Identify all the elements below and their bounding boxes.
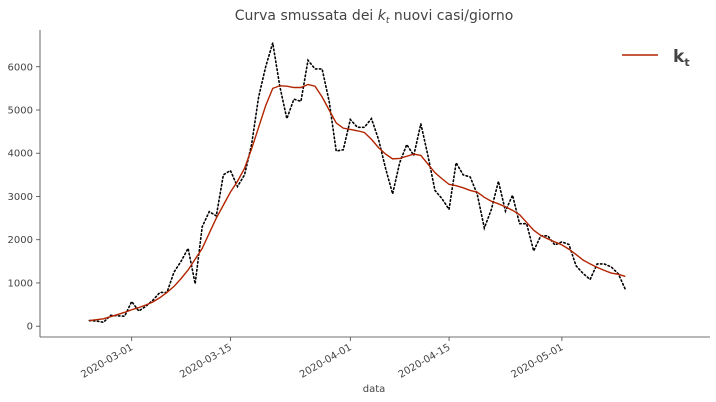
y-tick-label: 1000 xyxy=(8,278,33,289)
x-axis-label: data xyxy=(363,384,386,395)
series-line-kt xyxy=(89,83,626,322)
y-tick-label: 3000 xyxy=(8,192,33,203)
legend-label-main: k xyxy=(673,47,685,67)
chart-title-rest: nuovi casi/giorno xyxy=(389,8,513,24)
y-tick-label: 6000 xyxy=(8,62,33,73)
x-tick-label: 2020-04-15 xyxy=(397,342,453,381)
y-ticks: 0 1000 2000 3000 4000 5000 6000 xyxy=(8,62,40,333)
y-tick-label: 2000 xyxy=(8,235,33,246)
x-tick-label: 2020-03-01 xyxy=(79,342,135,381)
x-tick-label: 2020-03-15 xyxy=(178,342,234,381)
chart-title-main: Curva smussata dei xyxy=(235,8,378,24)
chart-title-sub: t xyxy=(386,16,390,26)
x-tick-label: 2020-05-01 xyxy=(510,342,566,381)
x-ticks: 2020-03-01 2020-03-15 2020-04-01 2020-04-15… xyxy=(79,337,565,381)
legend: kt xyxy=(622,47,690,69)
y-tick-label: 4000 xyxy=(8,149,33,160)
y-tick-label: 0 xyxy=(27,322,33,333)
series-line-daily xyxy=(88,42,627,324)
legend-label-sub: t xyxy=(684,56,689,69)
chart-title: Curva smussata dei kt nuovi casi/giorno xyxy=(235,8,514,26)
chart-title-var: k xyxy=(378,8,387,24)
y-tick-label: 5000 xyxy=(8,105,33,116)
legend-label-kt: kt xyxy=(673,47,690,69)
x-tick-label: 2020-04-01 xyxy=(298,342,354,381)
plot-area xyxy=(88,42,627,324)
